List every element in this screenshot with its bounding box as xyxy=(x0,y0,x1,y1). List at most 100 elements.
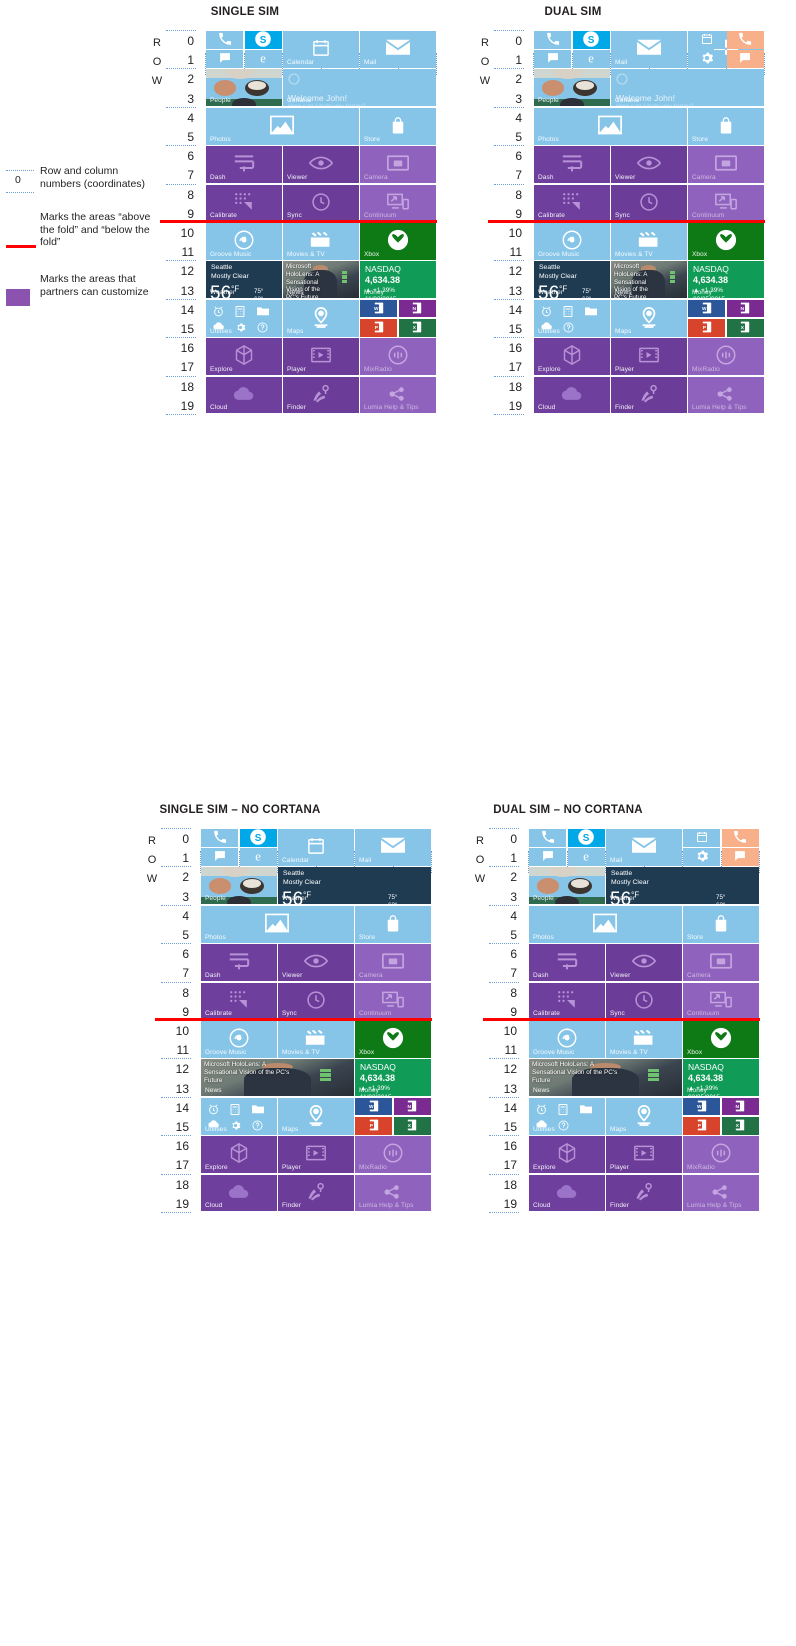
tile-ppt[interactable]: P xyxy=(688,319,725,337)
tile-ppt[interactable]: P xyxy=(355,1117,392,1135)
tile-people[interactable]: People xyxy=(529,867,605,905)
tile-groove[interactable]: Groove Music xyxy=(206,223,282,260)
tile-weather[interactable]: Seattle Mostly Clear 56°F 75° 62° Weathe… xyxy=(206,261,282,299)
tile-weather[interactable]: Seattle Mostly Clear 56°F 75° 62° ~10 mp… xyxy=(606,867,759,905)
tile-movies[interactable]: Movies & TV xyxy=(606,1021,682,1058)
tile-excel[interactable]: X xyxy=(398,319,436,337)
tile-viewer[interactable]: Viewer xyxy=(283,146,359,184)
tile-skype[interactable]: S xyxy=(239,829,277,847)
tile-groove[interactable]: Groove Music xyxy=(529,1021,605,1058)
tile-phone[interactable] xyxy=(721,829,759,847)
tile-continuum[interactable]: Continuum xyxy=(360,184,436,222)
tile-people[interactable]: People xyxy=(201,867,277,905)
tile-store[interactable]: Store xyxy=(360,107,436,145)
tile-excel[interactable]: X xyxy=(393,1117,431,1135)
tile-cloud[interactable]: Cloud xyxy=(534,376,610,414)
tile-continuum[interactable]: Continuum xyxy=(355,982,431,1020)
tile-word[interactable]: W xyxy=(688,299,725,318)
tile-calendar[interactable]: Calendar xyxy=(283,31,359,68)
tile-utilities[interactable]: Utilities xyxy=(534,299,610,337)
tile-lumia-help[interactable]: Lumia Help & Tips xyxy=(688,376,764,414)
tile-ppt[interactable]: P xyxy=(683,1117,720,1135)
tile-lumia-help[interactable]: Lumia Help & Tips xyxy=(683,1174,759,1212)
tile-sync[interactable]: Sync xyxy=(278,982,354,1020)
tile-messaging[interactable] xyxy=(201,848,238,866)
tile-finder[interactable]: Finder xyxy=(278,1174,354,1212)
tile-viewer[interactable]: Viewer xyxy=(606,944,682,982)
tile-maps[interactable]: Maps xyxy=(606,1097,682,1135)
tile-utilities[interactable]: Utilities xyxy=(201,1097,277,1135)
tile-messaging[interactable] xyxy=(206,50,243,68)
tile-mail[interactable]: Mail xyxy=(355,829,431,866)
tile-edge[interactable]: e xyxy=(567,848,605,866)
tile-money[interactable]: NASDAQ 4,634.38 ▲ +1.39% 11/02/2015 Mone… xyxy=(355,1059,431,1097)
tile-phone[interactable] xyxy=(726,31,764,49)
tile-mixradio[interactable]: MixRadio xyxy=(360,338,436,376)
tile-calibrate[interactable]: Calibrate xyxy=(206,184,282,222)
tile-edge[interactable]: e xyxy=(239,848,277,866)
tile-movies[interactable]: Movies & TV xyxy=(611,223,687,260)
tile-edge[interactable]: e xyxy=(244,50,282,68)
tile-sync[interactable]: Sync xyxy=(283,184,359,222)
tile-skype[interactable]: S xyxy=(572,31,610,49)
tile-maps[interactable]: Maps xyxy=(283,299,359,337)
tile-player[interactable]: Player xyxy=(606,1136,682,1174)
tile-calibrate[interactable]: Calibrate xyxy=(201,982,277,1020)
tile-continuum[interactable]: Continuum xyxy=(688,184,764,222)
tile-store[interactable]: Store xyxy=(355,905,431,943)
tile-phone[interactable] xyxy=(529,829,566,847)
tile-dash[interactable]: Dash xyxy=(534,146,610,184)
tile-explore[interactable]: Explore xyxy=(206,338,282,376)
tile-cloud[interactable]: Cloud xyxy=(201,1174,277,1212)
tile-cortana[interactable]: Welcome John! How can I help you today?C… xyxy=(283,69,436,107)
tile-sync[interactable]: Sync xyxy=(611,184,687,222)
tile-calibrate[interactable]: Calibrate xyxy=(534,184,610,222)
tile-utilities[interactable]: Utilities xyxy=(206,299,282,337)
tile-groove[interactable]: Groove Music xyxy=(534,223,610,260)
tile-phone[interactable] xyxy=(206,31,243,49)
tile-player[interactable]: Player xyxy=(283,338,359,376)
tile-photos[interactable]: Photos xyxy=(534,107,687,145)
tile-explore[interactable]: Explore xyxy=(534,338,610,376)
tile-explore[interactable]: Explore xyxy=(201,1136,277,1174)
tile-mail[interactable]: Mail xyxy=(606,829,682,866)
tile-xbox[interactable]: Xbox xyxy=(355,1021,431,1058)
tile-maps[interactable]: Maps xyxy=(611,299,687,337)
tile-lumia-help[interactable]: Lumia Help & Tips xyxy=(360,376,436,414)
tile-skype[interactable]: S xyxy=(567,829,605,847)
tile-news[interactable]: Microsoft HoloLens: A Sensational Vision… xyxy=(611,261,687,299)
tile-money[interactable]: NASDAQ 4,634.38 ▲ +1.39% 11/02/2015 Mone… xyxy=(360,261,436,299)
tile-cortana[interactable]: Welcome John! How can I help you today?C… xyxy=(611,69,764,107)
tile-excel[interactable]: X xyxy=(721,1117,759,1135)
tile-weather[interactable]: Seattle Mostly Clear 56°F 75° 62° ~10 mp… xyxy=(278,867,431,905)
tile-phone[interactable] xyxy=(534,31,571,49)
tile-continuum[interactable]: Continuum xyxy=(683,982,759,1020)
tile-cloud[interactable]: Cloud xyxy=(529,1174,605,1212)
tile-maps[interactable]: Maps xyxy=(278,1097,354,1135)
tile-photos[interactable]: Photos xyxy=(201,905,354,943)
tile-people[interactable]: People xyxy=(206,69,282,107)
tile-news[interactable]: Microsoft HoloLens: A Sensational Vision… xyxy=(283,261,359,299)
tile-onenote[interactable]: N xyxy=(726,299,764,318)
tile-mixradio[interactable]: MixRadio xyxy=(683,1136,759,1174)
tile-calendarsm[interactable] xyxy=(688,31,725,49)
tile-movies[interactable]: Movies & TV xyxy=(283,223,359,260)
tile-dash[interactable]: Dash xyxy=(529,944,605,982)
tile-store[interactable]: Store xyxy=(683,905,759,943)
tile-player[interactable]: Player xyxy=(278,1136,354,1174)
tile-money[interactable]: NASDAQ 4,634.38 ▲ +1.39% 02/25/2015 Mone… xyxy=(688,261,764,299)
tile-player[interactable]: Player xyxy=(611,338,687,376)
tile-camera[interactable]: Camera xyxy=(688,146,764,184)
tile-finder[interactable]: Finder xyxy=(611,376,687,414)
tile-settings[interactable] xyxy=(688,50,725,68)
tile-xbox[interactable]: Xbox xyxy=(688,223,764,260)
tile-explore[interactable]: Explore xyxy=(529,1136,605,1174)
tile-movies[interactable]: Movies & TV xyxy=(278,1021,354,1058)
tile-photos[interactable]: Photos xyxy=(529,905,682,943)
tile-viewer[interactable]: Viewer xyxy=(278,944,354,982)
tile-cloud[interactable]: Cloud xyxy=(206,376,282,414)
tile-mail[interactable]: Mail xyxy=(611,31,687,68)
tile-news[interactable]: Microsoft HoloLens: A Sensational Vision… xyxy=(529,1059,682,1097)
tile-people[interactable]: People xyxy=(534,69,610,107)
tile-camera[interactable]: Camera xyxy=(683,944,759,982)
